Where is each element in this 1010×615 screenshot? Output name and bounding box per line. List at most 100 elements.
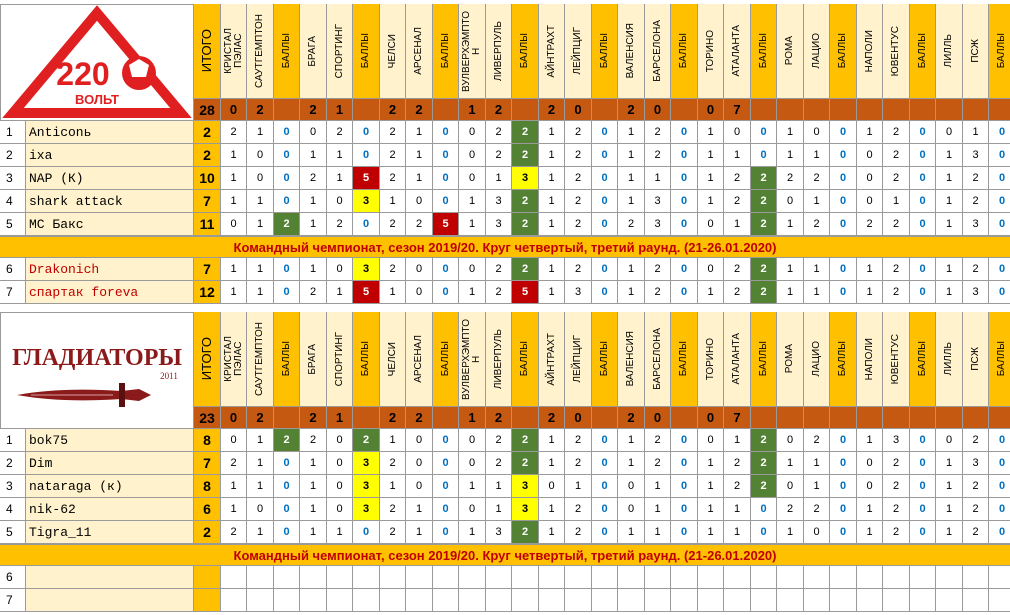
player-name[interactable]: Drakonich <box>26 258 194 281</box>
prediction-cell: 2 <box>565 213 592 236</box>
prediction-cell: 2 <box>645 258 671 281</box>
points-cell: 2 <box>751 167 777 190</box>
points-cell: 3 <box>353 498 380 521</box>
column-header-label: БАЛЛЫ <box>837 341 848 377</box>
team-total-score: 28 <box>194 99 221 121</box>
prediction-cell: 0 <box>804 521 830 544</box>
prediction-cell: 1 <box>406 121 433 144</box>
prediction-cell: 0 <box>300 121 327 144</box>
player-name[interactable]: Dim <box>26 452 194 475</box>
prediction-cell: 1 <box>539 281 565 304</box>
prediction-cell <box>380 589 406 612</box>
points-cell: 0 <box>989 429 1010 452</box>
points-cell <box>751 589 777 612</box>
prediction-cell: 3 <box>963 213 989 236</box>
points-cell: 2 <box>751 475 777 498</box>
player-name[interactable]: NAP (К) <box>26 167 194 190</box>
points-cell: 2 <box>512 190 539 213</box>
points-cell: 0 <box>830 167 857 190</box>
prediction-cell: 2 <box>565 190 592 213</box>
column-header-label: АТАЛАНТА <box>731 25 742 77</box>
player-name[interactable]: shark attack <box>26 190 194 213</box>
prediction-cell: 2 <box>804 498 830 521</box>
column-header-label: ЛИВЕРПУЛЬ <box>492 328 504 390</box>
prediction-cell: 1 <box>380 281 406 304</box>
prediction-cell: 2 <box>486 281 512 304</box>
prediction-cell: 0 <box>777 429 804 452</box>
points-cell: 0 <box>910 121 936 144</box>
prediction-total-cell: 2 <box>618 99 645 121</box>
column-header-team: ПСЖ <box>963 4 989 99</box>
column-header-label: БАРСЕЛОНА <box>651 20 663 82</box>
prediction-total-cell <box>804 407 830 429</box>
column-header-points: БАЛЛЫ <box>910 312 936 407</box>
prediction-cell <box>539 566 565 589</box>
player-name[interactable]: Tigra_11 <box>26 521 194 544</box>
points-cell: 2 <box>512 144 539 167</box>
prediction-cell: 2 <box>804 213 830 236</box>
prediction-cell: 0 <box>406 258 433 281</box>
logo-subtext: 2011 <box>160 371 178 381</box>
points-cell: 0 <box>910 167 936 190</box>
prediction-cell: 2 <box>565 144 592 167</box>
player-name[interactable]: Anticonь <box>26 121 194 144</box>
player-name[interactable]: спартак foreva <box>26 281 194 304</box>
team-logo-gladiatory: ГЛАДИАТОРЫ 2011 <box>0 312 194 429</box>
points-cell: 0 <box>989 498 1010 521</box>
prediction-cell: 3 <box>486 213 512 236</box>
prediction-total-cell: 0 <box>645 99 671 121</box>
prediction-cell: 3 <box>963 144 989 167</box>
points-cell: 0 <box>274 452 300 475</box>
points-cell: 0 <box>274 281 300 304</box>
prediction-cell: 0 <box>459 144 486 167</box>
prediction-cell: 2 <box>645 452 671 475</box>
row-number: 5 <box>0 213 26 236</box>
prediction-cell: 1 <box>698 144 724 167</box>
player-name[interactable]: nik-62 <box>26 498 194 521</box>
prediction-cell: 1 <box>486 498 512 521</box>
prediction-cell: 2 <box>724 258 751 281</box>
prediction-cell: 2 <box>327 121 353 144</box>
column-header-team: ЛЕЙПЦИГ <box>565 312 592 407</box>
prediction-cell <box>406 566 433 589</box>
player-name[interactable]: bok75 <box>26 429 194 452</box>
prediction-cell: 1 <box>936 144 963 167</box>
prediction-cell: 1 <box>300 190 327 213</box>
column-header-points: БАЛЛЫ <box>512 312 539 407</box>
prediction-cell <box>565 589 592 612</box>
prediction-cell <box>698 589 724 612</box>
prediction-cell: 1 <box>221 190 247 213</box>
player-name[interactable]: ixa <box>26 144 194 167</box>
prediction-cell <box>618 589 645 612</box>
points-cell: 0 <box>592 167 618 190</box>
column-header-label: ЛАЦИО <box>810 33 822 69</box>
prediction-total-cell <box>671 407 698 429</box>
prediction-cell: 1 <box>936 190 963 213</box>
column-header-label: БАЛЛЫ <box>678 341 689 377</box>
column-header-points: БАЛЛЫ <box>512 4 539 99</box>
prediction-cell: 0 <box>459 429 486 452</box>
points-cell: 2 <box>274 213 300 236</box>
prediction-cell: 0 <box>804 121 830 144</box>
prediction-total-cell <box>512 407 539 429</box>
column-header-team: ВУЛВЕРХЭМПТО Н <box>459 312 486 407</box>
column-header-label: ИТОГО <box>199 29 214 73</box>
prediction-cell: 0 <box>857 475 883 498</box>
column-header-team: ТОРИНО <box>698 312 724 407</box>
points-cell: 0 <box>592 452 618 475</box>
prediction-cell: 0 <box>936 121 963 144</box>
points-cell: 0 <box>671 475 698 498</box>
player-name[interactable]: МС Бакс <box>26 213 194 236</box>
prediction-cell: 0 <box>857 190 883 213</box>
row-number: 5 <box>0 521 26 544</box>
player-name[interactable]: nataraga (к) <box>26 475 194 498</box>
column-header-label: АРСЕНАЛ <box>413 335 424 383</box>
prediction-cell: 1 <box>857 258 883 281</box>
points-cell: 0 <box>274 498 300 521</box>
column-header-team: ЧЕЛСИ <box>380 312 406 407</box>
player-name[interactable] <box>26 566 194 589</box>
player-name[interactable] <box>26 589 194 612</box>
prediction-total-cell: 0 <box>698 99 724 121</box>
prediction-cell <box>645 589 671 612</box>
